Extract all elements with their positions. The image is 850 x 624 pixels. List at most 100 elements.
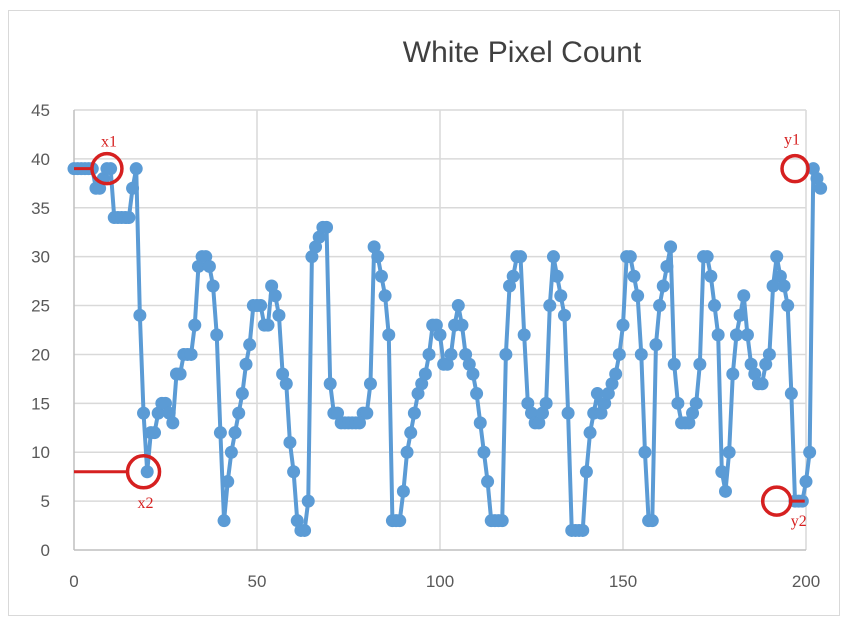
data-point: [206, 279, 220, 293]
data-point: [726, 367, 740, 381]
data-point: [561, 406, 575, 420]
data-point: [268, 289, 282, 303]
data-point: [396, 484, 410, 498]
data-point: [184, 347, 198, 361]
data-point: [693, 357, 707, 371]
data-point: [740, 328, 754, 342]
data-point: [773, 269, 787, 283]
data-point: [122, 211, 136, 225]
data-point: [770, 250, 784, 264]
data-point: [722, 445, 736, 459]
data-point: [151, 406, 165, 420]
x-tick-label: 200: [792, 572, 820, 591]
data-point: [605, 377, 619, 391]
y-tick-label: 25: [31, 297, 50, 316]
data-point: [590, 387, 604, 401]
data-point: [649, 338, 663, 352]
data-point: [173, 367, 187, 381]
annotation-circle-x2: [125, 454, 162, 490]
data-point: [700, 250, 714, 264]
annotation-label-y1: y1: [784, 132, 800, 149]
data-point: [283, 435, 297, 449]
data-point: [616, 318, 630, 332]
data-point: [814, 181, 828, 195]
data-point: [660, 259, 674, 273]
data-point: [737, 289, 751, 303]
data-point: [290, 514, 304, 528]
data-point: [272, 308, 286, 322]
y-tick-label: 15: [31, 394, 50, 413]
data-point: [543, 299, 557, 313]
data-point: [682, 416, 696, 430]
data-point: [199, 250, 213, 264]
data-point: [235, 387, 249, 401]
data-point: [254, 299, 268, 313]
data-point: [803, 445, 817, 459]
data-point: [744, 357, 758, 371]
data-point: [411, 387, 425, 401]
data-point: [126, 181, 140, 195]
data-point: [733, 308, 747, 322]
data-point: [140, 465, 154, 479]
data-point: [521, 396, 535, 410]
data-point: [671, 396, 685, 410]
data-point: [806, 162, 820, 176]
data-point: [656, 279, 670, 293]
data-point: [799, 475, 813, 489]
data-point: [93, 181, 107, 195]
data-point: [686, 406, 700, 420]
data-point: [400, 445, 414, 459]
data-point: [810, 171, 824, 185]
data-point: [429, 318, 443, 332]
data-point: [583, 426, 597, 440]
x-tick-label: 50: [248, 572, 267, 591]
data-point: [363, 377, 377, 391]
data-point: [455, 318, 469, 332]
data-point: [473, 416, 487, 430]
x-tick-labels: 0 50 100 150 200: [69, 572, 820, 591]
y-tick-label: 30: [31, 248, 50, 267]
data-point: [517, 328, 531, 342]
data-point: [598, 396, 612, 410]
data-point: [546, 250, 560, 264]
data-point: [466, 367, 480, 381]
annotation-label-y2: y2: [791, 513, 807, 530]
data-point: [137, 406, 151, 420]
data-point: [323, 377, 337, 391]
data-point: [525, 406, 538, 420]
annotation-circle-x1: [90, 151, 124, 186]
axes: [73, 110, 806, 551]
data-point: [708, 299, 721, 313]
y-tick-labels: 0 5 10 15 20 25 30 35 40 45: [31, 101, 50, 560]
data-point: [433, 328, 447, 342]
data-point: [360, 406, 374, 420]
data-point: [667, 357, 681, 371]
data-point: [481, 475, 495, 489]
data-point: [499, 347, 513, 361]
data-point: [418, 367, 432, 381]
data-point: [276, 367, 290, 381]
data-point: [440, 357, 454, 371]
data-point: [748, 367, 762, 381]
data-point: [374, 269, 388, 283]
data-point: [210, 328, 224, 342]
x-tick-label: 150: [609, 572, 637, 591]
data-point: [407, 406, 421, 420]
data-point: [166, 416, 180, 430]
data-point: [298, 523, 312, 537]
data-point: [232, 406, 246, 420]
data-point: [129, 162, 143, 176]
data-point: [422, 347, 436, 361]
data-point: [287, 465, 301, 479]
y-tick-label: 45: [31, 101, 50, 120]
data-point: [627, 269, 641, 283]
data-point: [623, 250, 637, 264]
data-point: [371, 250, 385, 264]
data-point: [279, 377, 293, 391]
data-point: [331, 406, 345, 420]
data-point: [224, 445, 238, 459]
data-point: [393, 514, 407, 528]
data-point: [133, 308, 147, 322]
data-point: [309, 240, 323, 254]
data-point: [576, 523, 590, 537]
